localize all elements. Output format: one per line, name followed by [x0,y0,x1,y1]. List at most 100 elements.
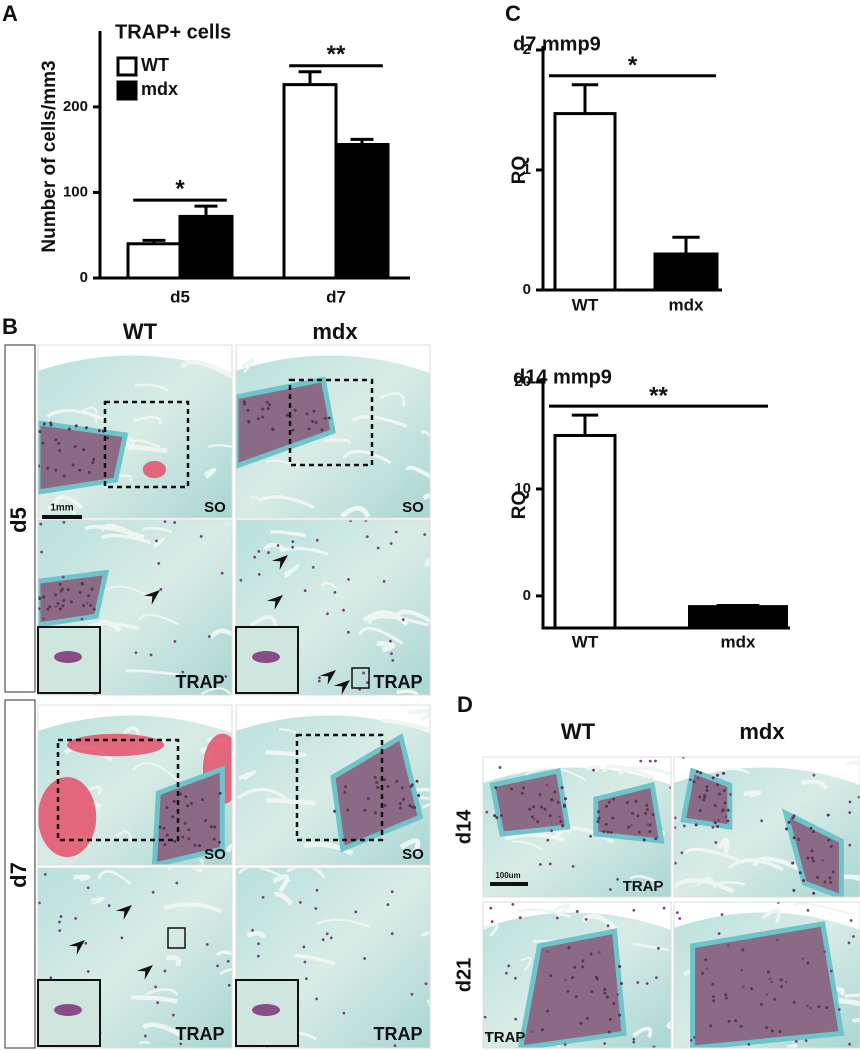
marrow [158,825,162,829]
marrow [798,871,802,875]
column-label: WT [123,319,158,344]
trap-cell [43,872,47,876]
marrow [741,948,745,952]
trap-cell [315,538,319,542]
marrow [58,582,62,586]
bar [178,214,234,280]
marrow [78,468,82,472]
marrow [67,427,71,431]
fiber [51,495,84,509]
fiber [265,750,307,758]
micrograph [674,757,860,897]
stain-label: TRAP [176,672,225,692]
fiber [665,1019,671,1030]
trap-cell [720,913,724,916]
fiber [241,358,255,374]
trap-cell [62,520,66,524]
fiber [683,847,745,864]
marrow [267,403,271,407]
fiber [800,779,829,790]
x-tick-label: mdx [669,295,705,314]
x-tick-label: mdx [721,632,757,651]
marrow [644,811,648,815]
fiber [152,537,166,549]
fiber [131,995,178,1004]
marrow [314,421,318,425]
marrow [78,590,82,594]
trap-cell [390,652,393,655]
marrow [539,805,543,809]
inset-cell [54,1004,82,1016]
trap-cell [251,928,255,932]
marrow [495,816,499,820]
trap-cell [86,970,90,973]
trap-cell [652,1045,656,1048]
trap-cell [747,1043,751,1046]
marrow [573,965,577,969]
significance: * [628,52,638,79]
marrow [792,836,796,840]
marrow [499,814,503,818]
marrow [265,400,269,404]
fiber [100,533,152,545]
fiber [674,877,735,894]
background [38,345,232,373]
marrow [415,779,419,783]
trap-cell [538,863,542,866]
trap-cell [632,1037,636,1041]
trap-cell [326,612,329,616]
marrow [38,597,42,601]
arrowhead [115,905,132,920]
trap-cell [220,571,224,575]
trap-cell [376,546,380,550]
fiber [632,1026,653,1038]
marrow [589,952,593,956]
marrow [801,879,805,883]
micrograph [236,705,430,865]
trap-cell [362,671,365,675]
arrowhead [68,940,85,955]
y-tick-label: 2 [523,41,531,58]
marrow [38,607,41,611]
trap-cell [489,906,493,910]
micrograph [674,902,860,1048]
marrow [46,466,50,470]
fiber [97,870,132,886]
marrow [556,800,560,804]
row-label: d14 [453,809,475,844]
column-label: WT [561,719,596,744]
marrow [726,819,730,823]
trap-cell [765,993,769,996]
trap-cell [155,539,158,543]
trap-cell [794,1039,798,1043]
marrow [87,470,91,474]
marrow [750,987,754,991]
fiber [617,766,671,777]
trap-cell [776,938,779,942]
marrow [179,792,183,796]
trap-cell [563,1043,567,1046]
marrow [631,811,635,815]
background [674,902,860,930]
trap-cell [321,938,325,942]
bone [236,376,336,469]
y-tick-label: 0 [523,281,531,298]
marrow [698,795,702,799]
legend-swatch [116,80,138,101]
marrow [41,595,45,599]
trap-cell [678,917,682,920]
marrow [694,823,698,827]
trap-cell [393,1044,397,1048]
marrow [602,830,606,834]
trap-cell [40,550,43,554]
trap-cell [768,977,772,981]
trap-cell [806,908,810,912]
marrow [398,801,402,805]
marrow [618,965,622,969]
marrow [66,588,70,592]
legend-swatch [116,56,138,77]
trap-cell [770,980,774,984]
x-tick-label: WT [572,632,599,651]
trap-cell [584,917,588,921]
